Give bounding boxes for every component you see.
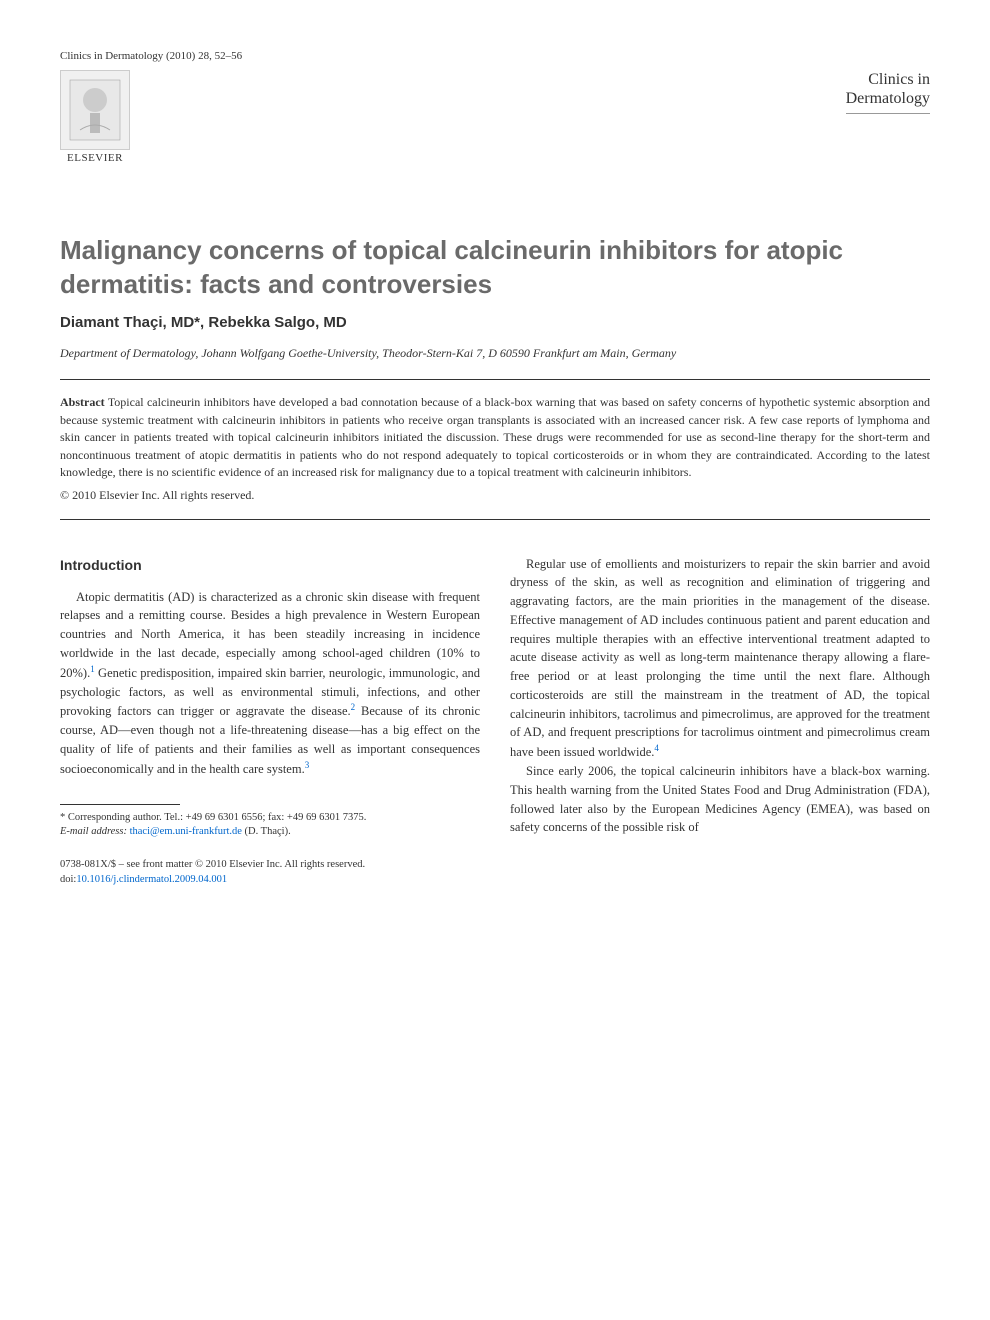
abstract-copyright: © 2010 Elsevier Inc. All rights reserved…	[60, 487, 930, 504]
journal-name-line2: Dermatology	[846, 89, 930, 108]
doi-link[interactable]: 10.1016/j.clindermatol.2009.04.001	[76, 874, 227, 885]
citation-3[interactable]: 3	[305, 760, 310, 770]
abstract-text: Topical calcineurin inhibitors have deve…	[60, 395, 930, 479]
affiliation: Department of Dermatology, Johann Wolfga…	[60, 345, 930, 362]
introduction-heading: Introduction	[60, 555, 480, 576]
doi-line: doi:10.1016/j.clindermatol.2009.04.001	[60, 873, 480, 888]
email-author: (D. Thaçi).	[245, 826, 291, 837]
doi-label: doi:	[60, 874, 76, 885]
email-label: E-mail address:	[60, 826, 127, 837]
column-right: Regular use of emollients and moisturize…	[510, 555, 930, 888]
journal-name: Clinics in Dermatology	[846, 70, 930, 114]
email-link[interactable]: thaci@em.uni-frankfurt.de	[130, 826, 242, 837]
header-row: ELSEVIER Clinics in Dermatology	[60, 70, 930, 164]
abstract-label: Abstract	[60, 395, 105, 409]
publisher-block: ELSEVIER	[60, 70, 130, 164]
article-title: Malignancy concerns of topical calcineur…	[60, 234, 930, 302]
elsevier-logo-icon	[60, 70, 130, 150]
journal-name-rule	[846, 113, 930, 114]
intro-para-3: Since early 2006, the topical calcineuri…	[510, 762, 930, 837]
intro-para-1: Atopic dermatitis (AD) is characterized …	[60, 588, 480, 779]
publication-info: 0738-081X/$ – see front matter © 2010 El…	[60, 858, 480, 887]
corresponding-author-footnote: * Corresponding author. Tel.: +49 69 630…	[60, 811, 480, 840]
body-section: Introduction Atopic dermatitis (AD) is c…	[60, 555, 930, 888]
intro-para-2a: Regular use of emollients and moisturize…	[510, 557, 930, 760]
abstract-block: Abstract Topical calcineurin inhibitors …	[60, 394, 930, 504]
abstract-rule-bottom	[60, 519, 930, 520]
authors: Diamant Thaçi, MD*, Rebekka Salgo, MD	[60, 314, 930, 331]
corresponding-line: * Corresponding author. Tel.: +49 69 630…	[60, 811, 480, 826]
journal-reference: Clinics in Dermatology (2010) 28, 52–56	[60, 50, 930, 62]
journal-name-line1: Clinics in	[846, 70, 930, 89]
email-line: E-mail address: thaci@em.uni-frankfurt.d…	[60, 825, 480, 840]
intro-para-2: Regular use of emollients and moisturize…	[510, 555, 930, 762]
citation-4[interactable]: 4	[654, 743, 659, 753]
two-columns: Introduction Atopic dermatitis (AD) is c…	[60, 555, 930, 888]
column-left: Introduction Atopic dermatitis (AD) is c…	[60, 555, 480, 888]
publisher-name: ELSEVIER	[67, 152, 123, 164]
footnote-separator	[60, 804, 180, 805]
abstract-rule-top	[60, 379, 930, 380]
issn-line: 0738-081X/$ – see front matter © 2010 El…	[60, 858, 480, 873]
